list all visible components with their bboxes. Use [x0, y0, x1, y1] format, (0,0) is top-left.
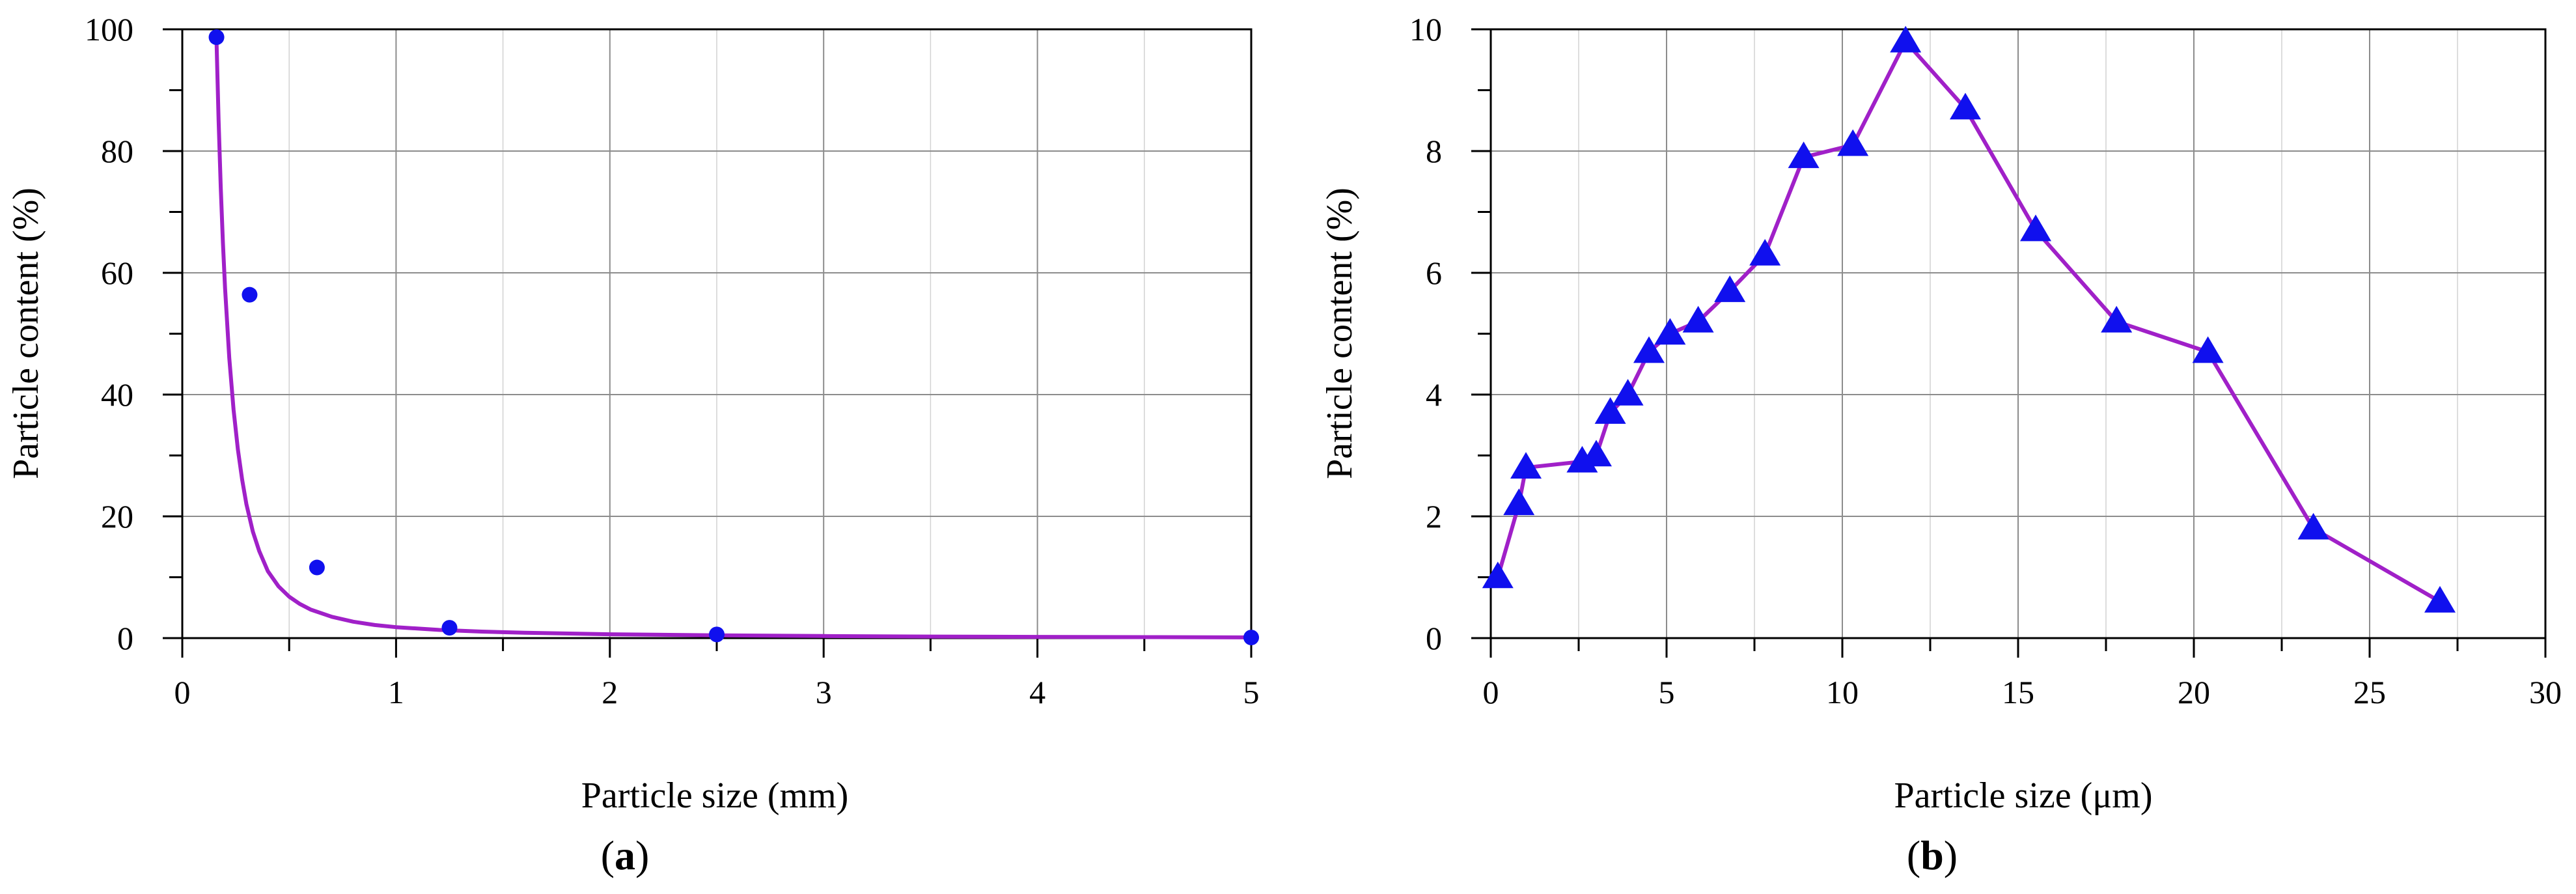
panel-a-data-point	[441, 620, 458, 636]
panel-b-xtick-label: 20	[2178, 674, 2210, 710]
panel-a-xtick-label: 4	[1029, 674, 1046, 710]
panel-b-data-point	[1654, 318, 1686, 345]
panel-a-ticks: 0 1 2 3 4 5 0 20 40 60 80 100	[85, 11, 1260, 710]
panel-b-ticks: 0 5 10 15 20 25 30 0 2 4 6 8 10	[1409, 11, 2562, 710]
panel-b-ylabel: Particle content (%)	[1320, 188, 1360, 479]
panel-a-fit-curve	[214, 38, 1252, 639]
panel-b-ytick-label: 6	[1426, 255, 1442, 291]
panel-a-xtick-label: 2	[602, 674, 618, 710]
panel-a-data-point	[709, 626, 725, 643]
panel-b-data-point	[1788, 141, 1820, 169]
panel-b-xtick-label: 30	[2529, 674, 2562, 710]
panel-a-ytick-label: 60	[101, 255, 133, 291]
panel-b-ytick-label: 10	[1409, 11, 1442, 48]
panel-a-data-point	[309, 559, 325, 576]
panel-b-xlabel: Particle size (μm)	[1894, 775, 2153, 816]
panel-b-grid	[1491, 29, 2545, 638]
panel-b-xtick-label: 25	[2353, 674, 2386, 710]
panel-a-xlabel: Particle size (mm)	[581, 775, 849, 816]
panel-b-data-point	[1503, 488, 1535, 516]
panel-b-chart: 0 5 10 15 20 25 30 0 2 4 6 8 10 Particle size (μm) P…	[1320, 11, 2562, 878]
panel-b-data-point	[1749, 238, 1781, 266]
panel-a-marks	[208, 29, 1259, 646]
panel-b-data-point	[1714, 275, 1746, 302]
panel-b-data-point	[1890, 25, 1922, 53]
panel-b-ytick-label: 4	[1426, 376, 1442, 413]
panel-b-data-point	[1950, 92, 1981, 120]
panel-b-data-point	[2424, 585, 2456, 613]
panel-b-data-point	[1482, 561, 1514, 589]
panel-b-xtick-label: 15	[2002, 674, 2034, 710]
panel-b-ytick-label: 2	[1426, 498, 1442, 535]
panel-a-data-point	[208, 29, 225, 46]
panel-a-ytick-label: 0	[117, 620, 133, 656]
panel-b-data-point	[1682, 305, 1714, 333]
panel-b-data-point	[1837, 129, 1869, 156]
panel-b-marks	[1482, 25, 2456, 613]
panel-a-label: (a)	[601, 832, 650, 878]
panel-a-ylabel: Particle content (%)	[6, 188, 46, 479]
panel-b-data-point	[1594, 397, 1626, 424]
panel-a-xtick-label: 5	[1243, 674, 1260, 710]
panel-a-ytick-label: 20	[101, 498, 133, 535]
panel-a-label-letter: a	[615, 832, 635, 878]
panel-b-data-point	[1612, 379, 1644, 406]
panel-b-series-line	[1495, 39, 2441, 604]
panel-b-data-point	[2020, 214, 2051, 242]
panel-b-label: (b)	[1907, 832, 1958, 878]
panel-b-data-point	[1581, 440, 1612, 467]
panel-a-ytick-label: 100	[85, 11, 133, 48]
panel-a-ytick-label: 80	[101, 133, 133, 169]
panel-a-grid	[182, 29, 1251, 638]
panel-b-xtick-label: 5	[1659, 674, 1675, 710]
panel-b-ytick-label: 8	[1426, 133, 1442, 169]
panel-a-chart: 0 1 2 3 4 5 0 20 40 60 80 100 Particle size (mm) Pa…	[6, 11, 1260, 878]
panel-b-data-point	[2101, 305, 2133, 333]
panel-b-label-letter: b	[1920, 832, 1944, 878]
panel-a-data-point	[242, 286, 258, 303]
panel-a-xtick-label: 1	[388, 674, 404, 710]
panel-b-xtick-label: 10	[1826, 674, 1859, 710]
panel-b-data-point	[1510, 452, 1542, 479]
panel-b-ytick-label: 0	[1426, 620, 1442, 656]
panel-a-xtick-label: 3	[816, 674, 832, 710]
panel-b-data-point	[2192, 336, 2224, 363]
panel-b-xtick-label: 0	[1483, 674, 1499, 710]
panel-a-ytick-label: 40	[101, 376, 133, 413]
panel-a-data-point	[1243, 630, 1259, 646]
panel-a-xtick-label: 0	[174, 674, 191, 710]
panel-b-data-point	[1633, 336, 1665, 363]
panel-b-data-point	[2297, 512, 2329, 540]
